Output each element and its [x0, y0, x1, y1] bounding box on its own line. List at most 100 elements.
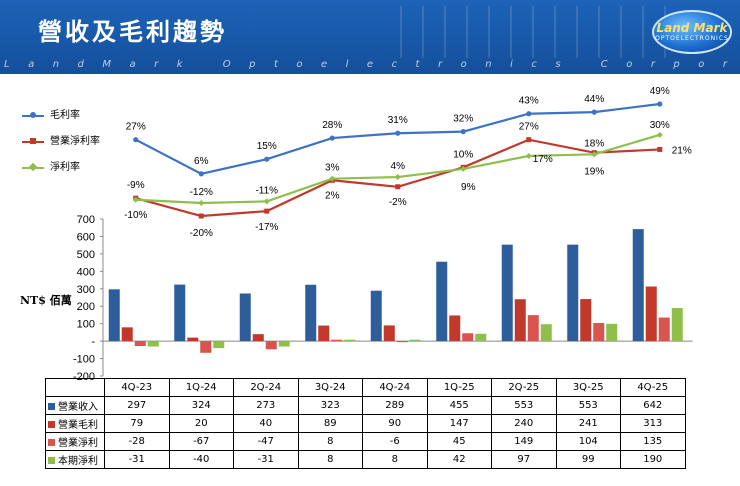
table-cell: -6 [362, 432, 428, 451]
data-label-op-margin: 21% [672, 145, 692, 156]
table-header-row: 4Q-23 1Q-24 2Q-24 3Q-24 4Q-24 1Q-25 2Q-2… [45, 378, 686, 397]
bar-gross-profit [252, 334, 264, 342]
bar-gross-profit [645, 286, 657, 342]
data-label-gross-margin: 31% [388, 115, 408, 126]
table-cell: 642 [620, 396, 686, 415]
data-label-gross-margin: 43% [519, 96, 539, 107]
data-label-op-margin: -17% [255, 222, 278, 233]
bar-gross-profit [318, 325, 330, 342]
table-cell: 20 [168, 414, 234, 433]
point-net-margin [394, 174, 401, 181]
legend-label: 營業淨利率 [50, 136, 100, 147]
table-row-label: 營業收入 [45, 396, 105, 415]
table-cell: 289 [362, 396, 428, 415]
bar-net-income [671, 307, 683, 342]
table-cell: 8 [297, 432, 363, 451]
bar-revenue [567, 244, 579, 342]
point-net-margin [329, 175, 336, 182]
bar-op-income [593, 322, 605, 342]
data-label-net-margin: -12% [190, 187, 213, 198]
data-label-net-margin: 9% [461, 182, 476, 193]
row-label-text: 營業毛利 [58, 420, 98, 431]
table-row: 營業淨利 -28 -67 -47 8 -6 45 149 104 135 [45, 432, 686, 451]
table-cell: 240 [491, 414, 557, 433]
table-cell: 190 [620, 450, 686, 469]
bar-net-income [409, 339, 421, 342]
table-row: 營業收入 297 324 273 323 289 455 553 553 642 [45, 396, 686, 415]
data-label-gross-margin: 15% [257, 141, 277, 152]
table-cell: -28 [104, 432, 170, 451]
data-label-net-margin: 30% [650, 120, 670, 131]
table-row: 本期淨利 -31 -40 -31 8 8 42 97 99 190 [45, 450, 686, 469]
bar-revenue [108, 289, 120, 342]
point-gross-margin [264, 156, 270, 162]
table-cell: 40 [233, 414, 299, 433]
logo-text: Land Mark [656, 21, 728, 35]
legend-marker [30, 138, 36, 144]
data-label-op-margin: 27% [519, 122, 539, 133]
table-cell: -31 [233, 450, 299, 469]
bar-net-income [213, 341, 225, 349]
data-label-net-margin: -10% [124, 210, 147, 221]
row-swatch [48, 403, 55, 410]
row-swatch [48, 457, 55, 464]
legend-item-net-margin: 淨利率 [22, 162, 100, 188]
y-tick-label: - [91, 336, 95, 348]
bar-op-income [462, 333, 474, 342]
table-cell: 135 [620, 432, 686, 451]
table-corner [45, 378, 105, 397]
bar-gross-profit [187, 337, 199, 342]
row-label-text: 營業淨利 [58, 438, 98, 449]
bar-op-income [200, 341, 212, 353]
point-net-margin [263, 198, 270, 205]
data-table: 4Q-23 1Q-24 2Q-24 3Q-24 4Q-24 1Q-25 2Q-2… [45, 378, 686, 469]
data-label-op-margin: -20% [190, 228, 213, 239]
bar-revenue [370, 290, 382, 342]
point-net-margin [460, 165, 467, 172]
point-gross-margin [198, 171, 204, 177]
y-tick-label: 200 [77, 301, 95, 313]
bar-revenue [239, 293, 251, 342]
table-cell: 104 [555, 432, 621, 451]
point-op-margin [264, 208, 270, 214]
bar-revenue [501, 244, 513, 342]
data-label-net-margin: 17% [533, 154, 553, 165]
bar-net-income [278, 341, 290, 347]
table-col-header: 4Q-24 [362, 378, 428, 397]
table-cell: 79 [104, 414, 170, 433]
table-cell: 90 [362, 414, 428, 433]
banner-decoration [400, 6, 680, 58]
point-op-margin [395, 184, 401, 190]
row-label-text: 營業收入 [58, 402, 98, 413]
y-tick-label: -100 [73, 354, 95, 366]
y-tick-label: 700 [77, 214, 95, 226]
table-cell: 297 [104, 396, 170, 415]
point-net-margin [656, 131, 663, 138]
table-row-label: 本期淨利 [45, 450, 105, 469]
row-swatch [48, 421, 55, 428]
table-cell: -40 [168, 450, 234, 469]
bar-net-income [344, 339, 356, 342]
bar-op-income [265, 341, 277, 350]
point-gross-margin [526, 111, 532, 117]
table-cell: 89 [297, 414, 363, 433]
data-label-op-margin: -2% [389, 197, 407, 208]
table-cell: 8 [362, 450, 428, 469]
table-cell: 8 [297, 450, 363, 469]
bar-net-income [147, 341, 159, 347]
table-cell: 553 [555, 396, 621, 415]
point-net-margin [132, 196, 139, 203]
table-col-header: 1Q-25 [426, 378, 492, 397]
point-op-margin [198, 213, 204, 219]
data-label-gross-margin: 27% [126, 122, 146, 133]
table-cell: 97 [491, 450, 557, 469]
page-title: 營收及毛利趨勢 [38, 17, 227, 46]
table-row-label: 營業毛利 [45, 414, 105, 433]
company-logo: Land Mark OPTOELECTRONICS [652, 10, 732, 54]
legend-label: 淨利率 [50, 162, 80, 173]
table-col-header: 2Q-25 [491, 378, 557, 397]
y-tick-label: 400 [77, 266, 95, 278]
point-op-margin [526, 137, 532, 143]
bar-gross-profit [580, 299, 592, 342]
table-cell: 313 [620, 414, 686, 433]
